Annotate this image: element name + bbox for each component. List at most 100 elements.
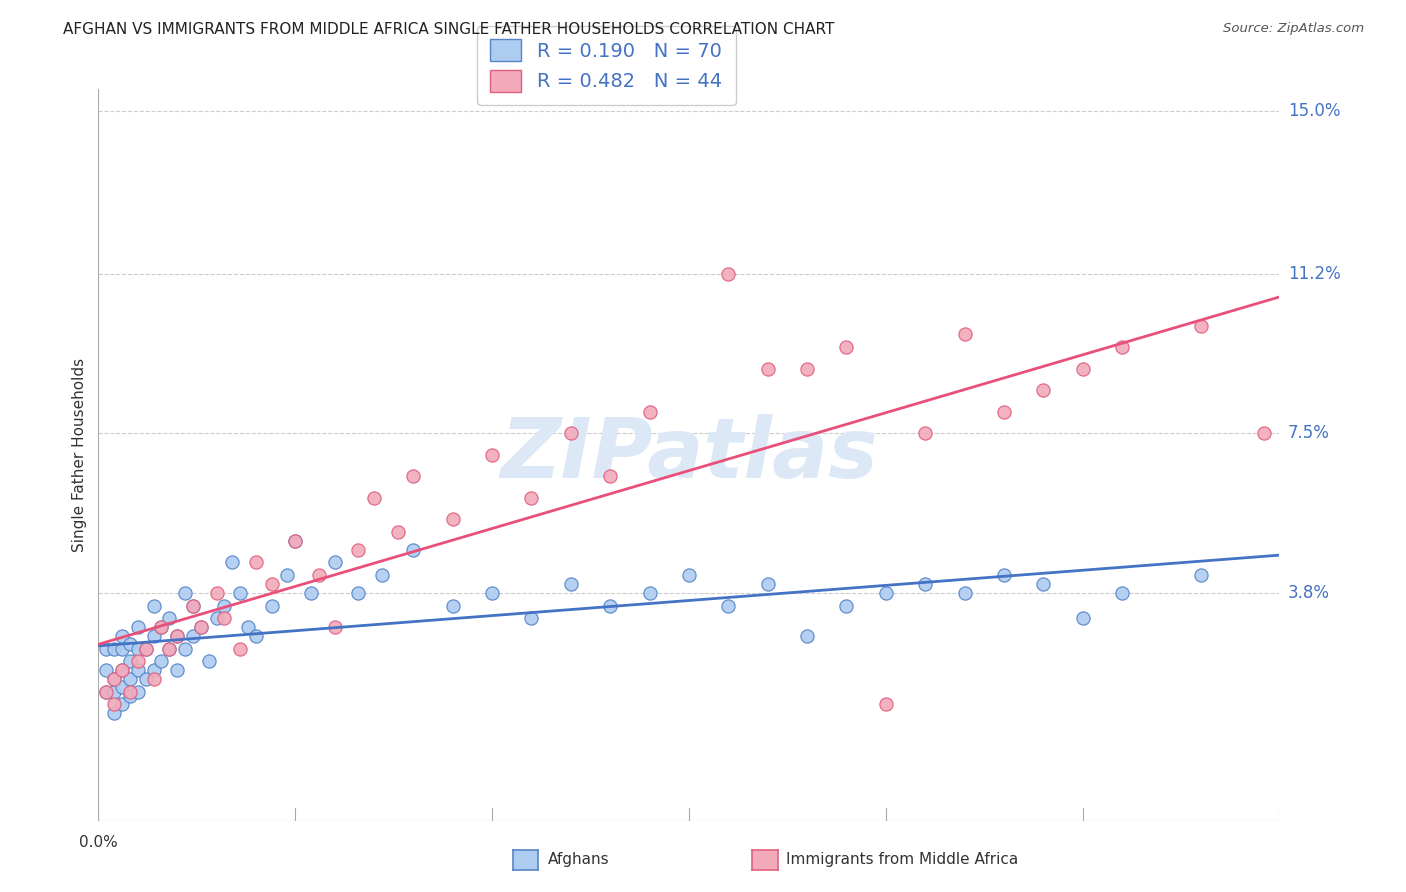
Point: [142, 663, 165, 677]
Point: [441, 599, 464, 613]
Point: [717, 599, 740, 613]
Point: [520, 611, 543, 625]
Point: [1071, 362, 1094, 376]
Point: [103, 698, 125, 712]
Point: [142, 672, 165, 686]
Point: [347, 542, 370, 557]
Point: [111, 663, 134, 677]
Point: [127, 641, 149, 656]
Point: [284, 533, 307, 548]
Point: [103, 641, 125, 656]
Point: [157, 611, 180, 625]
Point: [118, 689, 141, 703]
Point: [520, 491, 543, 505]
Point: [308, 568, 330, 582]
Point: [245, 556, 267, 570]
Point: [214, 599, 236, 613]
Point: [190, 620, 212, 634]
Point: [756, 577, 779, 591]
Point: [118, 672, 141, 686]
Point: [347, 585, 370, 599]
Point: [284, 533, 307, 548]
Point: [914, 426, 936, 441]
Point: [111, 641, 134, 656]
Y-axis label: Single Father Households: Single Father Households: [72, 358, 87, 552]
Point: [1032, 577, 1054, 591]
Point: [103, 706, 125, 720]
Point: [835, 599, 858, 613]
Point: [276, 568, 298, 582]
Legend: R = 0.190   N = 70, R = 0.482   N = 44: R = 0.190 N = 70, R = 0.482 N = 44: [477, 26, 735, 105]
Point: [236, 620, 259, 634]
Point: [127, 663, 149, 677]
Point: [142, 599, 165, 613]
Text: 0.0%: 0.0%: [79, 835, 118, 849]
Point: [181, 629, 204, 643]
Text: 15.0%: 15.0%: [1288, 102, 1340, 120]
Point: [135, 641, 157, 656]
Point: [796, 362, 818, 376]
Point: [197, 655, 219, 669]
Point: [111, 629, 134, 643]
Point: [103, 672, 125, 686]
Point: [150, 655, 173, 669]
Point: [96, 663, 118, 677]
Point: [599, 469, 621, 483]
Point: [245, 629, 267, 643]
Point: [371, 568, 394, 582]
Point: [150, 620, 173, 634]
Point: [402, 469, 425, 483]
Point: [481, 448, 503, 462]
Point: [221, 556, 243, 570]
Point: [678, 568, 700, 582]
Point: [1032, 384, 1054, 398]
Point: [1189, 568, 1212, 582]
Point: [363, 491, 385, 505]
Point: [96, 684, 118, 698]
Point: [875, 585, 897, 599]
Point: [481, 585, 503, 599]
Point: [103, 684, 125, 698]
Point: [260, 577, 283, 591]
Point: [402, 542, 425, 557]
Point: [157, 641, 180, 656]
Point: [142, 629, 165, 643]
Point: [96, 684, 118, 698]
Point: [135, 672, 157, 686]
Point: [190, 620, 212, 634]
Point: [323, 620, 346, 634]
Text: 7.5%: 7.5%: [1288, 425, 1330, 442]
Text: Immigrants from Middle Africa: Immigrants from Middle Africa: [786, 853, 1018, 867]
Point: [135, 641, 157, 656]
Point: [638, 585, 661, 599]
Point: [1189, 318, 1212, 333]
Point: [993, 568, 1015, 582]
Point: [111, 680, 134, 694]
Point: [181, 599, 204, 613]
Text: AFGHAN VS IMMIGRANTS FROM MIDDLE AFRICA SINGLE FATHER HOUSEHOLDS CORRELATION CHA: AFGHAN VS IMMIGRANTS FROM MIDDLE AFRICA …: [63, 22, 835, 37]
Text: 11.2%: 11.2%: [1288, 265, 1340, 284]
Point: [181, 599, 204, 613]
Point: [260, 599, 283, 613]
Point: [127, 620, 149, 634]
Point: [560, 426, 582, 441]
Text: ZIPatlas: ZIPatlas: [501, 415, 877, 495]
Point: [1253, 426, 1275, 441]
Point: [205, 611, 228, 625]
Point: [835, 340, 858, 354]
Point: [103, 672, 125, 686]
Point: [166, 629, 188, 643]
Point: [127, 684, 149, 698]
Point: [1111, 340, 1133, 354]
Point: [387, 525, 409, 540]
Point: [229, 585, 252, 599]
Point: [1071, 611, 1094, 625]
Point: [953, 327, 976, 342]
Point: [560, 577, 582, 591]
Point: [157, 641, 180, 656]
Text: Source: ZipAtlas.com: Source: ZipAtlas.com: [1223, 22, 1364, 36]
Point: [118, 684, 141, 698]
Point: [953, 585, 976, 599]
Point: [717, 267, 740, 281]
Point: [796, 629, 818, 643]
